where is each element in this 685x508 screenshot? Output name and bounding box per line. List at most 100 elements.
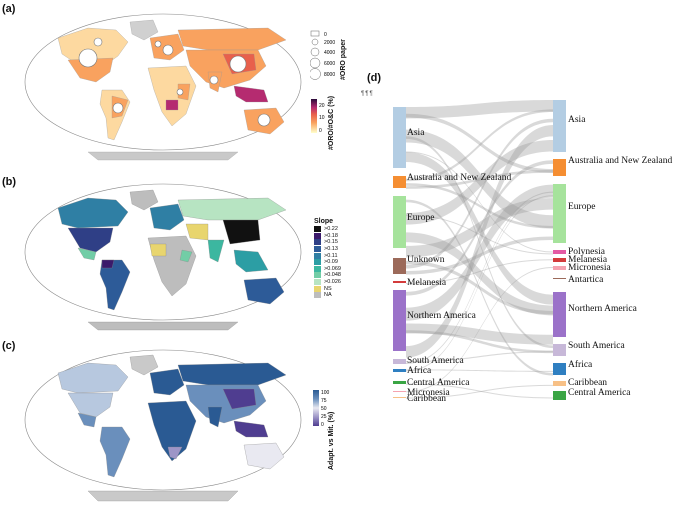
stray-marks: ¶¶¶: [361, 91, 374, 97]
sankey-right-label: Northern America: [568, 304, 637, 314]
sankey-flow: [406, 236, 553, 275]
sankey-left-node: [393, 397, 406, 398]
sankey-flow: [406, 109, 553, 182]
region-india: [207, 239, 225, 263]
region-antarctica: [87, 321, 239, 331]
sankey-flow: [406, 152, 553, 305]
legend-b-label: >0.09: [324, 259, 338, 266]
sankey-right-node: [553, 391, 566, 400]
sankey-flow: [406, 267, 553, 393]
sankey-right-label: Central America: [568, 388, 631, 398]
color-tick-50: 50: [321, 406, 327, 412]
sankey-flow: [406, 198, 553, 258]
size-key-6000: [310, 57, 321, 69]
color-tick-20: 20: [319, 103, 325, 109]
region-usa: [67, 392, 114, 418]
size-key-2000: [311, 38, 319, 46]
legend-b-item: >0.13: [314, 246, 341, 253]
sankey-right-node: [553, 184, 566, 243]
region-australia: [243, 442, 285, 470]
sankey-right-label: Melanesia: [568, 255, 608, 265]
legend-b-title: Slope: [314, 218, 334, 225]
legend-b-item: >0.069: [314, 265, 341, 273]
legend-b-swatch: [314, 246, 321, 253]
sankey-right-label: Polynesia: [568, 247, 605, 257]
sankey-left-node: [393, 176, 406, 188]
bubble-usa: [78, 48, 98, 68]
sankey-left-node: [393, 359, 406, 364]
legend-b-label: >0.18: [324, 232, 338, 239]
sankey-right-label: Antartica: [568, 275, 604, 285]
legend-b-item: >0.09: [314, 259, 341, 266]
legend-a-color-title: #ORO/#O&C (%): [328, 95, 335, 150]
legend-b-swatch: [314, 285, 321, 292]
sankey-left-label: Central America: [407, 378, 470, 388]
sankey-flow: [406, 323, 553, 345]
legend-b-swatch: [314, 232, 321, 239]
size-label-2000: 2000: [324, 40, 335, 46]
region-antarctica: [87, 490, 239, 502]
world-map-b: [24, 183, 302, 331]
region-southeast-asia: [233, 249, 269, 273]
region-southeast-asia: [233, 85, 269, 103]
region-south-america: [99, 426, 131, 478]
legend-b-item: NS: [314, 285, 341, 292]
region-china: [222, 219, 261, 245]
sankey-flow: [406, 351, 553, 363]
color-tick-100: 100: [321, 390, 330, 396]
region-canada: [57, 197, 129, 229]
sankey-right-node: [553, 159, 566, 176]
sankey-right-nodes: [553, 100, 566, 400]
region-mexico: [77, 247, 97, 261]
region-china: [222, 388, 257, 410]
region-india: [207, 406, 223, 428]
sankey-flow: [406, 330, 553, 354]
legend-b-item: NA: [314, 292, 341, 299]
legend-b-swatch: [314, 259, 321, 266]
legend-b-swatch: [314, 272, 321, 279]
sankey-flow: [406, 214, 553, 255]
sankey-right-node: [553, 250, 566, 254]
sankey-flow: [406, 113, 553, 173]
legend-b-item: >0.15: [314, 239, 341, 246]
sankey-right-label: Asia: [568, 114, 586, 125]
sankey-left-label: Europe: [407, 213, 435, 224]
size-label-4000: 4000: [324, 50, 335, 56]
sankey-left-label: Australia and New Zealand: [407, 173, 512, 183]
panel-label-b: (b): [2, 176, 17, 188]
panel-label-a: (a): [2, 3, 16, 15]
legend-b-item: >0.11: [314, 252, 341, 259]
sankey-left-node: [393, 381, 406, 384]
size-key-8000: [310, 68, 321, 80]
legend-b-item: >0.048: [314, 272, 341, 279]
sankey-flow: [406, 260, 553, 315]
sankey-left-label: Unknown: [407, 255, 445, 265]
legend-b-label: NA: [324, 292, 332, 299]
region-ethiopia: [179, 249, 193, 263]
region-colombia: [101, 259, 115, 269]
color-tick-10: 10: [319, 115, 325, 121]
sankey-right-node: [553, 344, 566, 356]
color-tick-25: 25: [321, 414, 327, 420]
sankey-right-node: [553, 100, 566, 152]
sankey-flow: [406, 140, 553, 225]
sankey-flows: [406, 100, 553, 399]
panel-label-c: (c): [2, 340, 16, 352]
legend-c-color: 100 75 50 25 0: [313, 390, 330, 428]
sankey-flow: [406, 170, 553, 189]
panel-label-d: (d): [367, 72, 382, 84]
legend-b-item: >0.026: [314, 279, 341, 286]
world-map-c: [24, 349, 302, 502]
sankey-flow: [406, 369, 553, 372]
size-label-0: 0: [324, 32, 327, 38]
sankey-flow: [406, 199, 553, 376]
sankey-flow: [406, 160, 553, 296]
region-antarctica: [87, 151, 239, 161]
world-map-a: [24, 13, 302, 161]
sankey-right-label: Micronesia: [568, 263, 611, 273]
sankey-flow: [406, 259, 553, 284]
sankey-right-label: Africa: [568, 360, 593, 370]
sankey-left-node: [393, 369, 406, 372]
sankey-flow: [406, 383, 553, 399]
sankey-flow: [406, 195, 553, 372]
